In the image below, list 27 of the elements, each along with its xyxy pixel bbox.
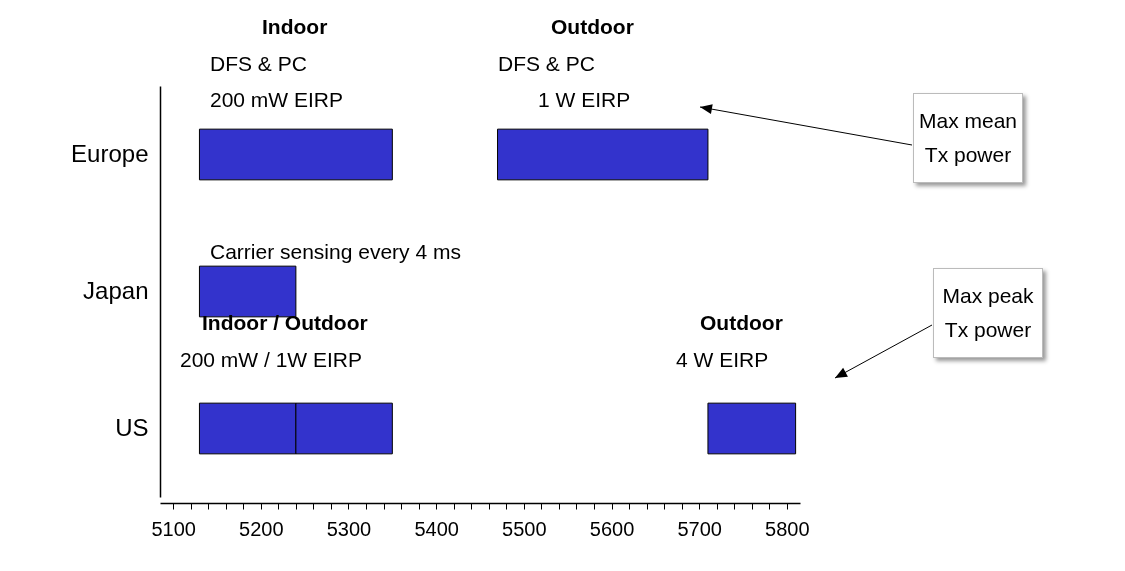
annotation: 1 W EIRP (538, 88, 631, 112)
text: Indoor (262, 15, 328, 39)
bar (198, 128, 393, 181)
y-tick-label: US (115, 413, 149, 441)
text: Max mean Tx power (913, 93, 1023, 183)
text: Outdoor (551, 15, 634, 39)
annotation: Carrier sensing every 4 ms (210, 240, 461, 264)
annotation: 200 mW / 1W EIRP (180, 348, 363, 372)
text: DFS & PC (498, 52, 595, 76)
x-tick-label: 5100 (151, 517, 196, 540)
bar (707, 402, 797, 455)
x-tick-label: 5500 (502, 517, 547, 540)
x-tick-label: 5400 (414, 517, 459, 540)
text: DFS & PC (210, 52, 307, 76)
x-tick-label: 5700 (677, 517, 722, 540)
bar (497, 128, 709, 181)
annotation: Outdoor (700, 311, 783, 335)
annotation: 4 W EIRP (676, 348, 769, 372)
annotation: 200 mW EIRP (210, 88, 344, 112)
y-tick-label: Japan (83, 276, 149, 304)
text: Max peak Tx power (933, 268, 1043, 358)
y-tick-label: Europe (71, 139, 149, 167)
annotation: Indoor / Outdoor (202, 311, 368, 335)
x-tick-label: 5600 (589, 517, 635, 540)
x-tick-label: 5800 (765, 517, 810, 540)
x-tick-label: 5300 (326, 517, 372, 540)
x-tick-label: 5200 (239, 517, 284, 540)
